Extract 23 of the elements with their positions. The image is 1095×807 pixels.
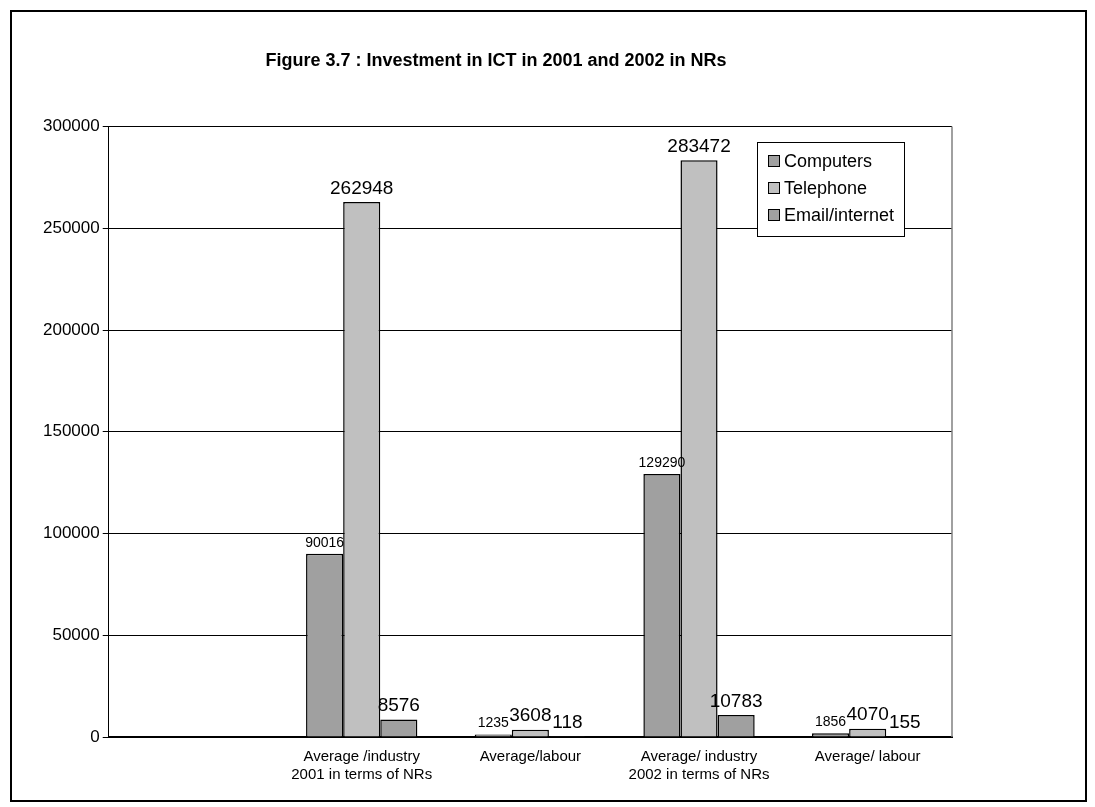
legend-label: Computers [784,150,873,172]
y-tick-label: 150000 [42,421,100,441]
data-label: 3608 [509,704,552,726]
chart-title: Figure 3.7 : Investment in ICT in 2001 and 2002 in NRs [265,49,727,70]
y-tick-label: 300000 [42,116,100,136]
x-tick-label: Average/ industry 2002 in terms of NRs [628,747,770,783]
y-tick-label: 100000 [42,523,100,543]
data-label: 262948 [330,176,394,198]
data-label: 1856 [814,713,847,730]
legend-label: Email/internet [784,204,895,226]
data-label: 118 [552,711,583,733]
data-label: 1235 [477,714,510,731]
y-tick-label: 200000 [42,319,100,339]
data-label: 4070 [846,703,889,725]
x-tick-label: Average /industry 2001 in terms of NRs [291,747,433,783]
y-tick-label: 250000 [42,218,100,238]
y-tick-label: 50000 [52,624,100,644]
legend-label: Telephone [784,177,868,199]
x-tick-label: Average/ labour [814,747,921,765]
x-tick-label: Average/labour [479,747,582,765]
data-label: 283472 [667,134,731,156]
y-tick-label: 0 [90,726,100,746]
data-label: 155 [888,711,921,733]
